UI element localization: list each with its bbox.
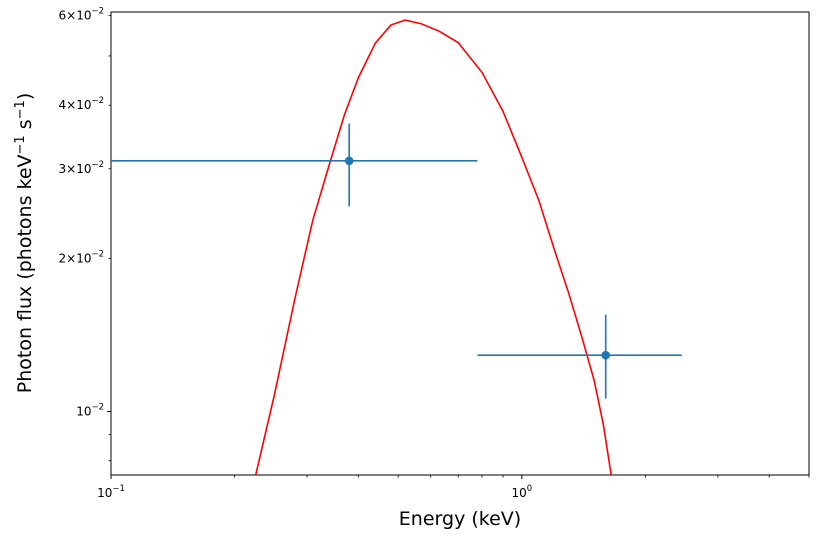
x-axis-ticks: 10−1 100 (97, 475, 810, 500)
y-axis-label-exp1: −1 (13, 135, 28, 154)
y-tick-label: 2×10−2 (59, 249, 105, 265)
x-axis-label: Energy (keV) (399, 508, 521, 530)
plot-frame (110, 11, 810, 476)
x-tick-label: 10−1 (97, 484, 125, 500)
data-point-marker (344, 156, 354, 166)
data-points (111, 123, 682, 399)
y-axis-ticks: 10−2 2×10−2 3×10−2 4×10−2 6×10−2 (59, 7, 111, 462)
y-axis-label-middle: s (14, 119, 36, 135)
y-axis-label-suffix: ) (14, 93, 36, 100)
model-curve (254, 19, 612, 475)
y-tick-label: 4×10−2 (59, 96, 105, 112)
data-point-marker (601, 350, 610, 360)
y-axis-label-prefix: Photon flux (photons keV (14, 154, 36, 393)
x-tick-label: 100 (511, 484, 532, 500)
y-tick-label: 10−2 (76, 402, 104, 418)
y-axis-label: Photon flux (photons keV−1 s−1) (13, 93, 36, 394)
y-axis-label-exp2: −1 (13, 100, 28, 119)
y-tick-label: 6×10−2 (59, 7, 105, 23)
y-tick-label: 3×10−2 (59, 160, 105, 176)
